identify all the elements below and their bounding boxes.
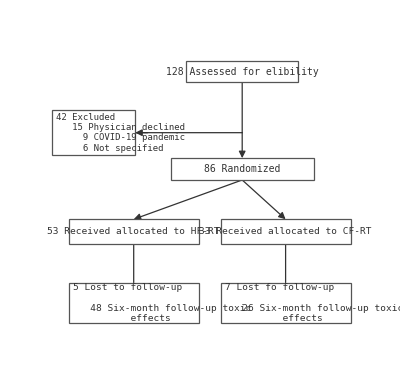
Text: 5 Lost to follow-up

   48 Six-month follow-up toxic
          effects: 5 Lost to follow-up 48 Six-month follow-…: [73, 283, 252, 323]
FancyBboxPatch shape: [52, 110, 135, 155]
Text: 33 Received allocated to CF-RT: 33 Received allocated to CF-RT: [199, 227, 372, 236]
Text: 128 Assessed for elibility: 128 Assessed for elibility: [166, 67, 318, 77]
Text: 42 Excluded
   15 Physician declined
     9 COVID-19 pandemic
     6 Not specifi: 42 Excluded 15 Physician declined 9 COVI…: [56, 113, 185, 153]
FancyBboxPatch shape: [171, 158, 314, 180]
Text: 53 Received allocated to HF-RT: 53 Received allocated to HF-RT: [48, 227, 220, 236]
FancyBboxPatch shape: [220, 283, 351, 323]
FancyBboxPatch shape: [69, 283, 199, 323]
FancyBboxPatch shape: [220, 219, 351, 244]
Text: 86 Randomized: 86 Randomized: [204, 164, 280, 174]
Text: 7 Lost fo follow-up

   26 Six-month follow-up toxic
          effects: 7 Lost fo follow-up 26 Six-month follow-…: [225, 283, 400, 323]
FancyBboxPatch shape: [69, 219, 199, 244]
FancyBboxPatch shape: [186, 60, 298, 82]
